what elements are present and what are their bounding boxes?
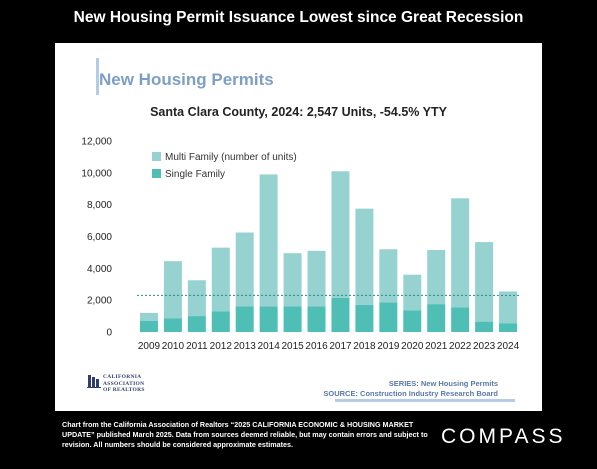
source-note: SOURCE: Construction Industry Research B… xyxy=(323,389,498,398)
bar-multi-family xyxy=(307,250,326,307)
bar-multi-family xyxy=(235,232,254,307)
y-tick-label: 12,000 xyxy=(81,137,112,148)
source-block: SERIES: New Housing Permits SOURCE: Cons… xyxy=(323,379,498,399)
car-logo-text: CALIFORNIA ASSOCIATION OF REALTORS xyxy=(103,374,145,393)
legend-swatch-single-family xyxy=(152,169,161,178)
x-tick-label: 2009 xyxy=(138,341,161,352)
legend-swatch-multi-family xyxy=(152,152,161,161)
x-tick-label: 2020 xyxy=(401,341,424,352)
legend: Multi Family (number of units) Single Fa… xyxy=(152,152,297,180)
footnote: Chart from the California Association of… xyxy=(62,420,428,449)
bar-single-family xyxy=(331,297,350,332)
x-tick-label: 2017 xyxy=(329,341,352,352)
bar-multi-family xyxy=(403,274,422,311)
bar-multi-family xyxy=(283,253,302,307)
x-tick-label: 2012 xyxy=(210,341,233,352)
legend-label-multi-family: Multi Family (number of units) xyxy=(165,152,297,163)
title-accent-bar xyxy=(96,58,99,95)
x-tick-label: 2013 xyxy=(234,341,257,352)
car-logo: CALIFORNIA ASSOCIATION OF REALTORS xyxy=(87,371,182,397)
bar-multi-family xyxy=(355,208,374,305)
y-tick-label: 6,000 xyxy=(87,232,112,243)
x-tick-label: 2014 xyxy=(258,341,281,352)
x-tick-label: 2011 xyxy=(186,341,208,352)
bar-multi-family xyxy=(139,312,158,321)
chart-title: Santa Clara County, 2024: 2,547 Units, -… xyxy=(150,105,447,119)
bar-multi-family xyxy=(427,250,446,305)
bar-single-family xyxy=(307,306,326,332)
x-tick-label: 2015 xyxy=(281,341,304,352)
bar-single-family xyxy=(475,321,494,332)
bar-multi-family xyxy=(259,174,278,307)
car-logo-mark-icon xyxy=(87,375,101,388)
headline: New Housing Permit Issuance Lowest since… xyxy=(73,9,524,26)
bar-multi-family xyxy=(163,261,182,319)
compass-logo: COMPASS xyxy=(441,425,566,448)
y-tick-label: 0 xyxy=(106,328,112,339)
x-tick-label: 2023 xyxy=(473,341,496,352)
bar-multi-family xyxy=(379,249,398,303)
x-axis: 2009 2010 2011 2012 2013 2014 2015 2016 2017 2018… xyxy=(138,341,520,352)
bar-single-family xyxy=(379,302,398,332)
bar-single-family xyxy=(211,311,230,332)
bar-multi-family xyxy=(331,171,350,298)
bar-multi-family xyxy=(187,280,206,317)
bar-single-family xyxy=(187,316,206,332)
panel-title: New Housing Permits xyxy=(99,70,274,89)
bar-single-family xyxy=(139,320,158,332)
bar-single-family xyxy=(403,310,422,332)
y-tick-label: 4,000 xyxy=(87,264,112,275)
bar-single-family xyxy=(235,306,254,332)
series-note: SERIES: New Housing Permits xyxy=(388,379,498,388)
x-tick-label: 2022 xyxy=(449,341,472,352)
y-tick-label: 10,000 xyxy=(81,168,112,179)
x-tick-label: 2021 xyxy=(425,341,448,352)
bar-single-family xyxy=(355,304,374,332)
x-tick-label: 2016 xyxy=(305,341,328,352)
bars xyxy=(139,171,518,332)
y-axis: 0 2,000 4,000 6,000 8,000 10,000 12,000 xyxy=(81,137,112,339)
y-tick-label: 2,000 xyxy=(87,296,112,307)
x-tick-label: 2024 xyxy=(497,341,520,352)
bar-multi-family xyxy=(211,247,230,312)
x-tick-label: 2018 xyxy=(353,341,376,352)
x-tick-label: 2010 xyxy=(162,341,185,352)
source-accent-bar xyxy=(335,399,515,402)
bar-single-family xyxy=(427,304,446,332)
bar-single-family xyxy=(283,306,302,332)
bar-single-family xyxy=(499,323,518,332)
bar-multi-family xyxy=(475,242,494,322)
chart-panel: New Housing Permits Santa Clara County, … xyxy=(55,43,542,411)
bar-multi-family xyxy=(451,198,470,308)
legend-label-single-family: Single Family xyxy=(165,169,225,180)
bar-single-family xyxy=(163,318,182,332)
y-tick-label: 8,000 xyxy=(87,200,112,211)
bar-single-family xyxy=(451,307,470,332)
bar-single-family xyxy=(259,306,278,332)
bar-multi-family xyxy=(499,291,518,324)
x-tick-label: 2019 xyxy=(377,341,400,352)
